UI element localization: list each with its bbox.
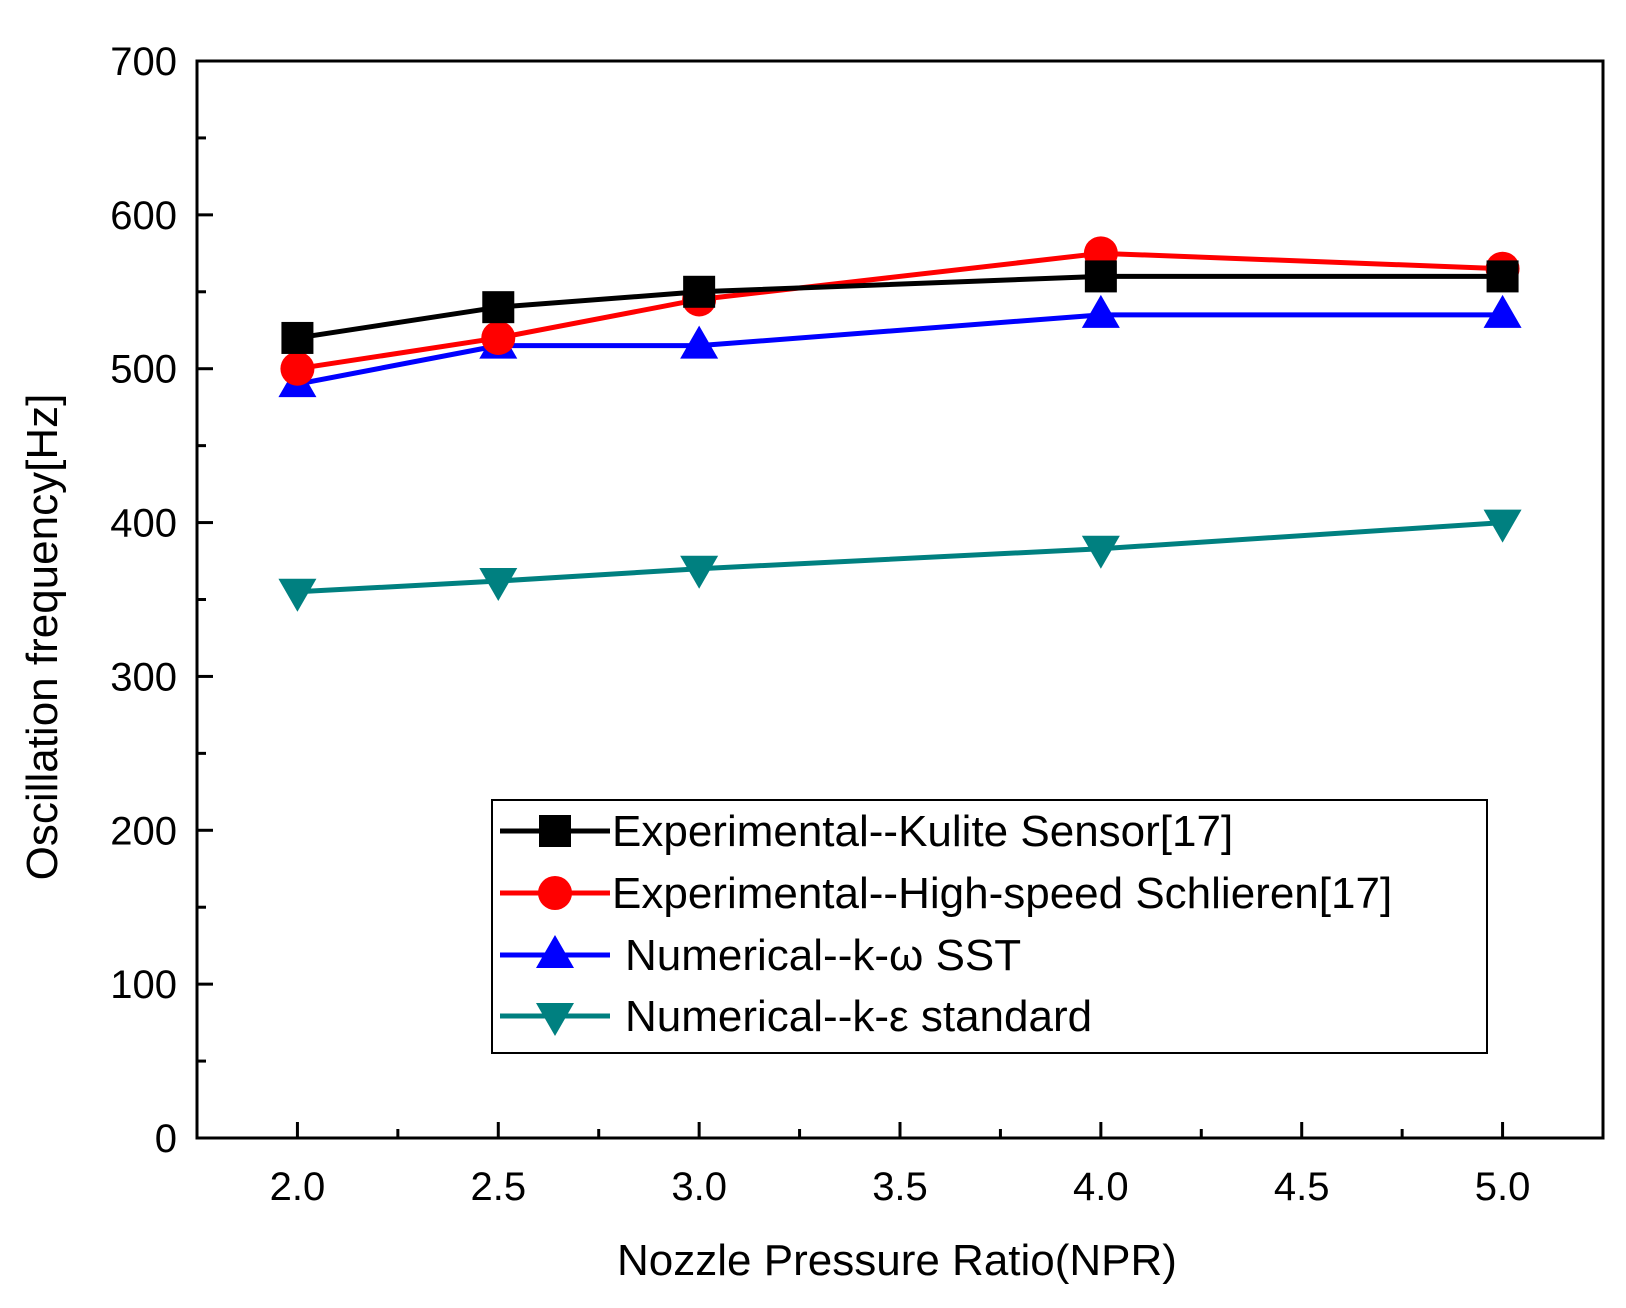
y-tick-label: 700	[110, 40, 177, 84]
y-tick-label: 100	[110, 963, 177, 1007]
data-point	[680, 325, 719, 359]
data-point	[683, 275, 716, 308]
series-0	[281, 260, 1519, 354]
legend: Experimental--Kulite Sensor[17] Experimen…	[491, 799, 1488, 1054]
data-point	[1483, 294, 1522, 328]
legend-label: Numerical--k-ε standard	[625, 992, 1092, 1041]
legend-label: Experimental--High-speed Schlieren[17]	[612, 869, 1392, 918]
x-tick-label: 3.0	[671, 1165, 727, 1209]
x-axis-title: Nozzle Pressure Ratio(NPR)	[617, 1236, 1177, 1285]
data-point	[278, 578, 317, 612]
y-tick-label: 0	[155, 1117, 177, 1161]
x-tick-label: 5.0	[1475, 1165, 1531, 1209]
data-point	[482, 291, 515, 324]
axis-ticks: 0 100 200 300 400 500 600 700 2.0 2.5 3.0 3.5 4.0 4.5…	[110, 40, 1530, 1209]
data-point	[281, 321, 314, 354]
x-tick-label: 2.5	[470, 1165, 526, 1209]
data-point	[680, 555, 719, 589]
y-tick-label: 500	[110, 348, 177, 392]
data-point	[1483, 509, 1522, 543]
data-point	[1081, 294, 1120, 328]
data-point	[1081, 535, 1120, 569]
y-tick-label: 400	[110, 502, 177, 546]
legend-label: Numerical--k-ω SST	[625, 931, 1021, 980]
data-point	[479, 568, 518, 602]
legend-marker	[538, 876, 572, 910]
data-point	[481, 320, 516, 355]
x-tick-label: 3.5	[872, 1165, 928, 1209]
y-tick-label: 200	[110, 809, 177, 853]
plot-series	[278, 236, 1522, 612]
legend-label: Experimental--Kulite Sensor[17]	[612, 807, 1233, 856]
y-axis-title: Oscillation frequency[Hz]	[18, 394, 67, 881]
y-tick-label: 600	[110, 194, 177, 238]
plot-frame	[195, 59, 1605, 1140]
x-tick-label: 2.0	[270, 1165, 326, 1209]
legend-marker	[536, 935, 574, 968]
legend-marker	[539, 815, 571, 847]
legend-box	[491, 799, 1488, 1054]
x-tick-label: 4.0	[1073, 1165, 1129, 1209]
data-point	[280, 351, 315, 386]
legend-marker	[536, 1003, 574, 1036]
y-tick-label: 300	[110, 655, 177, 699]
x-tick-label: 4.5	[1274, 1165, 1330, 1209]
data-point	[1084, 260, 1117, 293]
data-point	[1486, 260, 1519, 293]
series-3	[278, 509, 1522, 612]
series-2	[278, 294, 1522, 398]
